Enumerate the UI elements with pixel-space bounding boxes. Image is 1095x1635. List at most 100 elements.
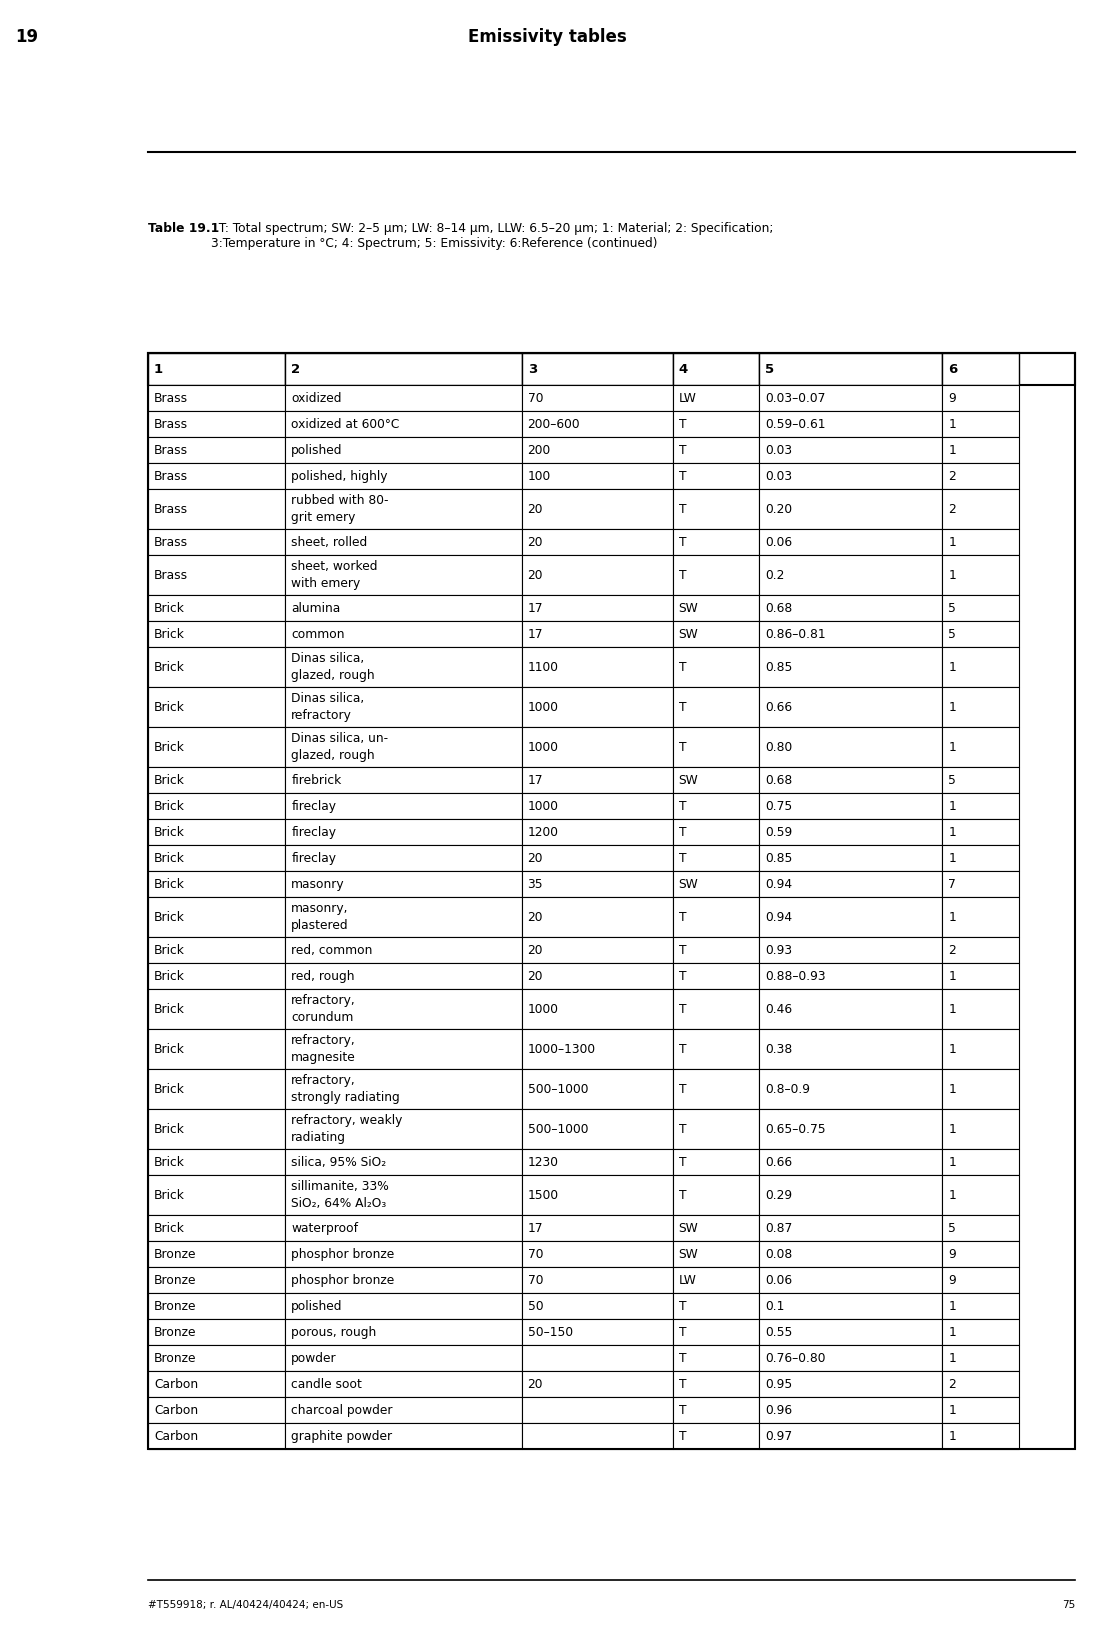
Text: T: T	[679, 569, 687, 582]
Text: red, common: red, common	[291, 943, 372, 956]
Text: masonry,
plastered: masonry, plastered	[291, 903, 349, 932]
Text: LW: LW	[679, 1274, 696, 1287]
Bar	[759, 463, 943, 489]
Text: 2: 2	[948, 502, 956, 515]
Bar	[285, 1293, 521, 1319]
Text: phosphor bronze: phosphor bronze	[291, 1248, 394, 1261]
Bar	[521, 647, 672, 687]
Bar	[759, 898, 943, 937]
Bar	[285, 1422, 521, 1449]
Text: T: T	[679, 1123, 687, 1135]
Bar	[759, 1028, 943, 1069]
Bar	[148, 554, 285, 595]
Bar	[521, 353, 672, 384]
Text: 9: 9	[948, 391, 956, 404]
Text: Brick: Brick	[154, 628, 185, 641]
Bar	[521, 1028, 672, 1069]
Text: 0.93: 0.93	[765, 943, 792, 956]
Bar	[759, 1422, 943, 1449]
Text: Brick: Brick	[154, 1002, 185, 1015]
Bar	[148, 489, 285, 530]
Bar	[759, 1149, 943, 1176]
Bar	[148, 767, 285, 793]
Text: waterproof: waterproof	[291, 1221, 358, 1234]
Text: 3: 3	[528, 363, 537, 376]
Text: 500–1000: 500–1000	[528, 1082, 588, 1095]
Text: 1000: 1000	[528, 700, 558, 713]
Text: Brick: Brick	[154, 1221, 185, 1234]
Bar	[943, 1028, 1019, 1069]
Bar	[148, 687, 285, 728]
Text: T: T	[679, 1352, 687, 1365]
Text: Brass: Brass	[154, 391, 188, 404]
Text: 1: 1	[948, 741, 956, 754]
Text: T: T	[679, 826, 687, 839]
Text: 1500: 1500	[528, 1189, 558, 1202]
Text: Brick: Brick	[154, 661, 185, 674]
Text: T: T	[679, 1043, 687, 1056]
Bar	[521, 1176, 672, 1215]
Bar	[672, 554, 759, 595]
Text: 20: 20	[528, 911, 543, 924]
Text: polished: polished	[291, 443, 343, 456]
Bar	[285, 845, 521, 871]
Bar	[759, 595, 943, 621]
Text: 20: 20	[528, 569, 543, 582]
Text: fireclay: fireclay	[291, 800, 336, 813]
Text: Dinas silica,
glazed, rough: Dinas silica, glazed, rough	[291, 652, 374, 682]
Bar	[672, 1176, 759, 1215]
Text: Brass: Brass	[154, 417, 188, 430]
Bar	[759, 530, 943, 554]
Text: 0.55: 0.55	[765, 1326, 793, 1339]
Bar	[285, 437, 521, 463]
Bar	[521, 384, 672, 410]
Bar	[943, 767, 1019, 793]
Bar	[943, 819, 1019, 845]
Bar	[285, 353, 521, 384]
Text: refractory,
magnesite: refractory, magnesite	[291, 1035, 356, 1064]
Text: 0.68: 0.68	[765, 773, 792, 786]
Bar	[943, 437, 1019, 463]
Text: 0.66: 0.66	[765, 700, 792, 713]
Bar	[943, 353, 1019, 384]
Text: 1: 1	[948, 1002, 956, 1015]
Bar	[148, 819, 285, 845]
Text: Brick: Brick	[154, 1156, 185, 1169]
Bar	[672, 1267, 759, 1293]
Text: sheet, worked
with emery: sheet, worked with emery	[291, 561, 378, 590]
Bar	[943, 410, 1019, 437]
Bar	[148, 353, 1075, 384]
Text: 0.1: 0.1	[765, 1300, 784, 1313]
Text: Brick: Brick	[154, 700, 185, 713]
Text: 1000: 1000	[528, 800, 558, 813]
Text: 2: 2	[948, 469, 956, 482]
Bar	[759, 871, 943, 898]
Text: Brick: Brick	[154, 970, 185, 983]
Bar	[672, 793, 759, 819]
Text: 0.94: 0.94	[765, 911, 792, 924]
Bar	[943, 963, 1019, 989]
Bar	[521, 687, 672, 728]
Text: 1: 1	[948, 700, 956, 713]
Text: 1: 1	[948, 1123, 956, 1135]
Text: 5: 5	[948, 773, 956, 786]
Text: 9: 9	[948, 1274, 956, 1287]
Text: 0.65–0.75: 0.65–0.75	[765, 1123, 826, 1135]
Text: 5: 5	[765, 363, 774, 376]
Bar	[148, 845, 285, 871]
Text: 9: 9	[948, 1248, 956, 1261]
Text: Brick: Brick	[154, 1123, 185, 1135]
Bar	[943, 687, 1019, 728]
Bar	[148, 647, 285, 687]
Bar	[521, 1319, 672, 1346]
Bar	[521, 728, 672, 767]
Bar	[943, 1215, 1019, 1241]
Text: 0.75: 0.75	[765, 800, 792, 813]
Text: 1100: 1100	[528, 661, 558, 674]
Bar	[285, 937, 521, 963]
Text: SW: SW	[679, 1248, 699, 1261]
Text: 4: 4	[679, 363, 688, 376]
Bar	[943, 871, 1019, 898]
Text: Bronze: Bronze	[154, 1300, 196, 1313]
Bar	[285, 687, 521, 728]
